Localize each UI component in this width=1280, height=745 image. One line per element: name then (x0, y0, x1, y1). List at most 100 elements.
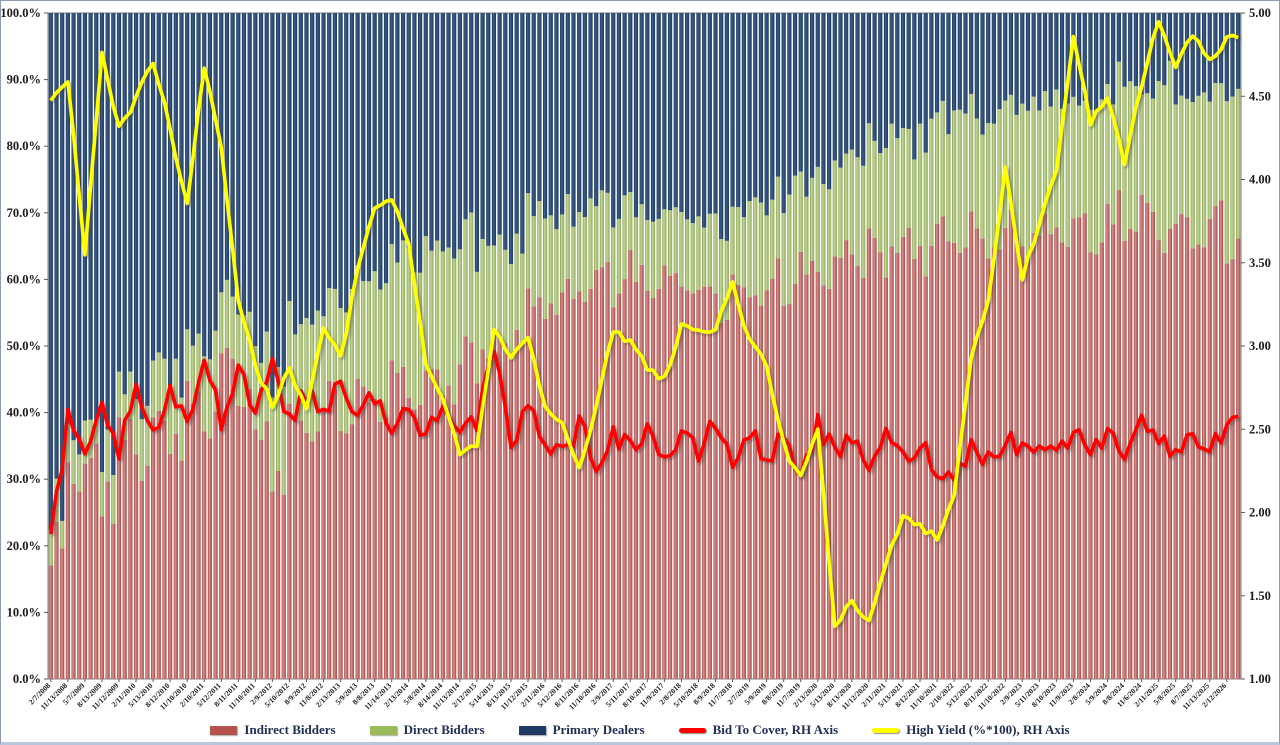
bar-primary-dealers (838, 13, 843, 168)
bar-indirect (361, 386, 366, 679)
bar-direct (105, 429, 110, 482)
bar-direct (224, 279, 230, 349)
bar-direct (611, 227, 616, 308)
bar-direct (889, 123, 894, 247)
bar-primary-dealers (156, 13, 161, 353)
bar-indirect (548, 303, 553, 679)
bar-direct (662, 209, 667, 266)
bar-primary-dealers (1031, 13, 1036, 97)
bar-primary-dealers (287, 13, 292, 301)
bar-indirect (253, 429, 258, 679)
bar-direct (923, 152, 928, 277)
bar-direct (650, 221, 656, 299)
bar-direct (1201, 92, 1207, 248)
bar-primary-dealers (599, 13, 604, 191)
bar-primary-dealers (861, 13, 866, 166)
bar-primary-dealers (133, 13, 139, 400)
bar-direct (1048, 106, 1053, 235)
bar-indirect (1128, 228, 1133, 679)
bar-primary-dealers (1184, 13, 1190, 99)
bar-primary-dealers (815, 13, 820, 167)
bar-primary-dealers (190, 13, 195, 346)
bar-indirect (1190, 248, 1195, 679)
bar-indirect (99, 516, 105, 679)
bar-primary-dealers (1139, 13, 1144, 95)
bar-primary-dealers (1014, 13, 1019, 115)
bar-direct (298, 324, 303, 421)
bar-indirect (139, 480, 144, 679)
bar-indirect (1150, 211, 1156, 680)
bar-indirect (645, 290, 650, 679)
bar-direct (571, 226, 576, 299)
bar-direct (599, 190, 604, 268)
bar-indirect (491, 334, 497, 679)
bar-direct (895, 138, 900, 253)
bar-indirect (560, 292, 565, 679)
y-axis-tick-label-left: 60.0% (7, 272, 41, 286)
bar-primary-dealers (150, 13, 156, 361)
bar-primary-dealers (792, 13, 798, 176)
bar-direct (1230, 96, 1235, 260)
bar-indirect (764, 290, 769, 679)
bar-direct (775, 176, 781, 259)
bar-indirect (1236, 238, 1241, 679)
bar-direct (145, 405, 150, 466)
bar-direct (241, 315, 247, 407)
bar-primary-dealers (594, 13, 599, 207)
bar-primary-dealers (923, 13, 928, 153)
bar-indirect (1201, 247, 1207, 679)
bar-indirect (838, 257, 843, 679)
bar-primary-dealers (525, 13, 531, 194)
bar-direct (537, 201, 542, 298)
bar-indirect (758, 305, 764, 679)
bar-primary-dealers (781, 13, 786, 214)
bar-direct (116, 371, 122, 418)
bar-indirect (150, 417, 156, 679)
bar-primary-dealers (1037, 13, 1042, 111)
bar-direct (71, 440, 76, 484)
bar-indirect (497, 334, 502, 679)
bar-direct (622, 195, 627, 280)
bar-direct (1190, 102, 1195, 249)
bar-indirect (804, 274, 809, 679)
y-axis-tick-label-left: 10.0% (7, 605, 41, 619)
bar-direct (969, 93, 974, 212)
bar-indirect (185, 380, 190, 679)
bar-indirect (327, 380, 332, 679)
bar-direct (565, 194, 570, 279)
bar-indirect (77, 491, 82, 679)
bar-direct (77, 454, 82, 492)
bar-primary-dealers (105, 13, 110, 430)
bar-primary-dealers (537, 13, 542, 202)
bar-indirect (588, 288, 593, 679)
y-axis-tick-label-left: 80.0% (7, 139, 41, 153)
bar-direct (150, 360, 156, 418)
bar-direct (173, 358, 178, 434)
bar-indirect (400, 366, 406, 679)
bar-primary-dealers (696, 13, 701, 217)
bar-direct (628, 192, 633, 250)
bar-indirect (293, 419, 298, 679)
bar-indirect (565, 278, 570, 679)
bar-direct (94, 419, 99, 444)
bar-primary-dealers (1167, 13, 1173, 61)
bar-direct (940, 100, 945, 217)
bar-indirect (219, 353, 224, 679)
bar-primary-dealers (452, 13, 457, 259)
bar-indirect (179, 460, 184, 679)
bar-direct (1207, 101, 1212, 219)
bar-indirect (792, 283, 798, 679)
bar-primary-dealers (349, 13, 355, 290)
bar-direct (1111, 104, 1116, 225)
bar-primary-dealers (866, 13, 871, 124)
bar-indirect (1230, 259, 1235, 679)
bar-indirect (446, 385, 451, 679)
bar-indirect (1014, 236, 1019, 679)
bar-indirect (82, 463, 88, 679)
bar-indirect (236, 405, 241, 679)
bar-direct (440, 251, 445, 396)
bar-primary-dealers (508, 13, 514, 264)
bar-direct (588, 198, 593, 289)
bar-indirect (787, 303, 792, 679)
bar-direct (99, 472, 105, 517)
